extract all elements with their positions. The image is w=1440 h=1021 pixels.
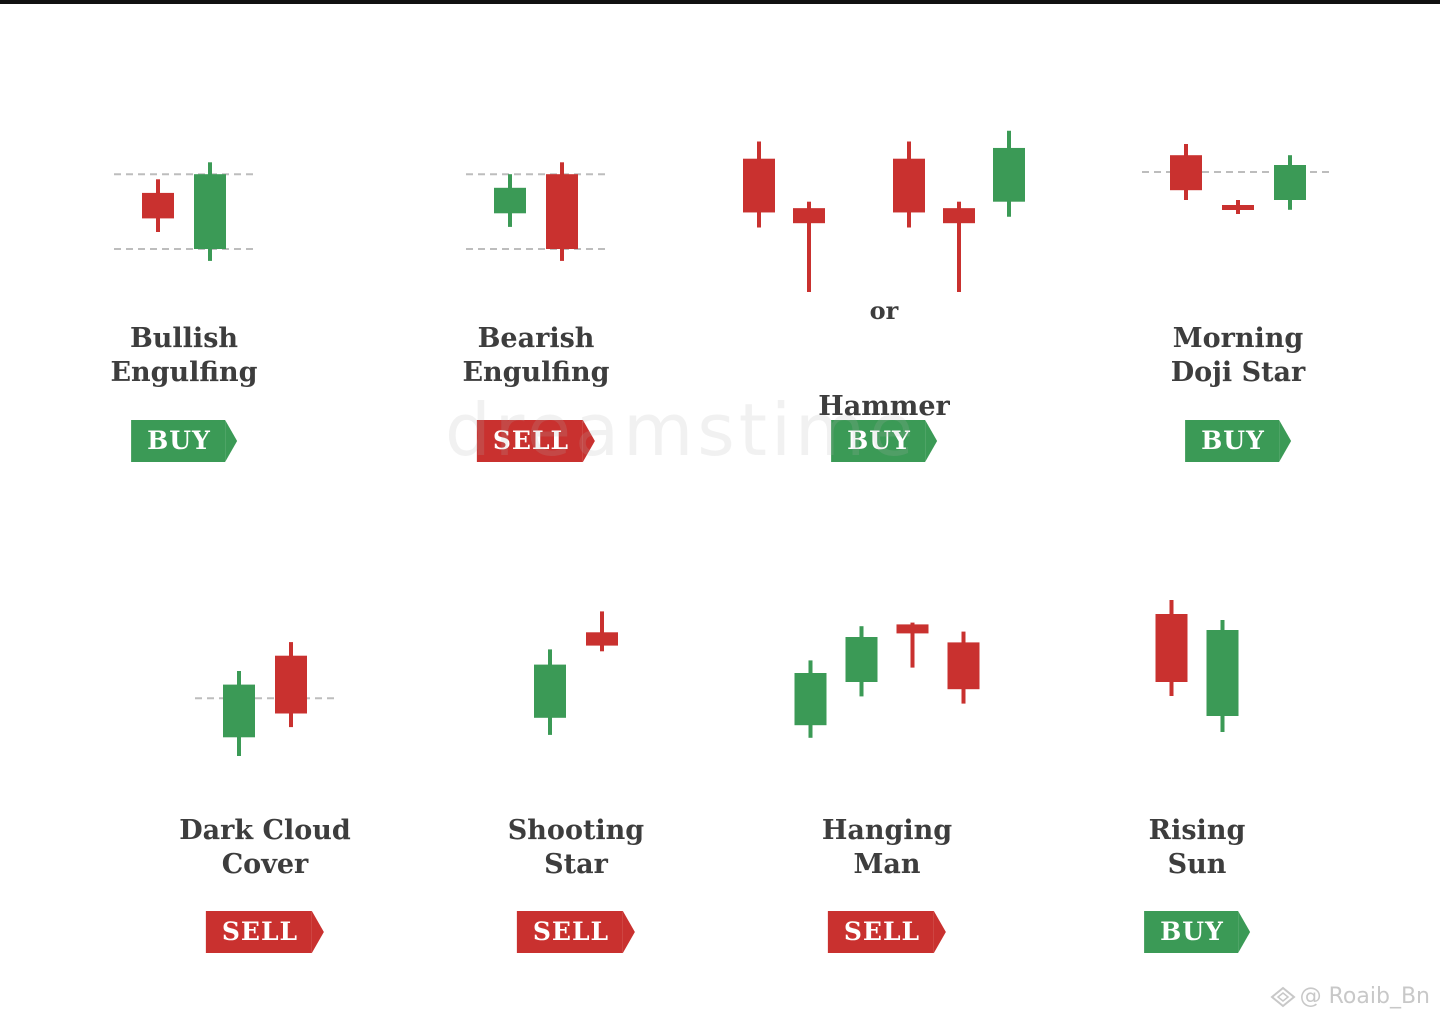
bearish-engulfing-signal-tag: SELL xyxy=(476,420,596,462)
hammer-candle-5-body xyxy=(943,208,975,224)
hammer-candle-5-wick xyxy=(957,201,961,292)
bearish-engulfing-title-line: Bearish xyxy=(477,323,595,354)
dark-cloud-cover-title: Dark Cloud Cover xyxy=(179,814,351,882)
bullish-engulfing-candle-2-body xyxy=(194,174,226,249)
morning-doji-star-title-line: Doji Star xyxy=(1170,357,1306,388)
tag-arrow-icon xyxy=(924,420,937,462)
dark-cloud-cover-title-line: Cover xyxy=(221,849,309,880)
hammer-title-line: Hammer xyxy=(818,391,950,422)
top-border xyxy=(0,0,1440,4)
bullish-engulfing-signal-text: BUY xyxy=(131,420,225,462)
hanging-man-signal-tag: SELL xyxy=(827,911,947,953)
rising-sun-title-line: Rising xyxy=(1148,815,1246,846)
dark-cloud-cover-signal-text: SELL xyxy=(205,911,313,953)
hammer-candle-2-wick xyxy=(807,201,811,292)
shooting-star-candle-2-wick xyxy=(600,611,604,652)
shooting-star-title: Shooting Star xyxy=(508,814,644,882)
tag-arrow-icon xyxy=(583,420,596,462)
morning-doji-star-signal-tag: BUY xyxy=(1185,420,1291,462)
hanging-man-title-line: Man xyxy=(853,849,921,880)
shooting-star-signal-text: SELL xyxy=(516,911,624,953)
hanging-man-candle-3-wick xyxy=(910,622,915,668)
hammer-signal-text: BUY xyxy=(831,420,925,462)
bullish-engulfing-title: Bullish Engulfing xyxy=(110,322,257,390)
shooting-star-candle-2-body xyxy=(586,632,618,646)
shooting-star-signal-tag: SELL xyxy=(516,911,636,953)
hanging-man-candle-1-body xyxy=(794,673,827,726)
hanging-man-candle-2-body xyxy=(845,637,878,682)
tag-arrow-icon xyxy=(1237,911,1250,953)
bearish-engulfing-title: Bearish Engulfing xyxy=(462,322,609,390)
morning-doji-star-candle-2-body xyxy=(1222,205,1254,210)
bearish-engulfing-signal-text: SELL xyxy=(476,420,584,462)
morning-doji-star-signal-text: BUY xyxy=(1185,420,1279,462)
hanging-man-title-line: Hanging xyxy=(821,815,953,846)
hanging-man-candle-4-body xyxy=(947,642,980,690)
credit-text: @ Roaib_Bn xyxy=(1299,984,1430,1009)
hanging-man-candle-3-body xyxy=(896,624,929,634)
hammer-title: Hammer xyxy=(818,390,950,424)
dark-cloud-cover-candle-1-body xyxy=(223,684,255,738)
bullish-engulfing-title-line: Bullish xyxy=(129,323,239,354)
diamond-logo-icon xyxy=(1270,986,1296,1007)
bullish-engulfing-candle-1-body xyxy=(142,192,174,219)
tag-arrow-icon xyxy=(224,420,237,462)
tag-arrow-icon xyxy=(1278,420,1291,462)
shooting-star-title-line: Star xyxy=(544,849,608,880)
tag-arrow-icon xyxy=(623,911,636,953)
bullish-engulfing-signal-tag: BUY xyxy=(131,420,237,462)
morning-doji-star-candle-3-body xyxy=(1274,165,1306,200)
rising-sun-candle-2-body xyxy=(1206,630,1239,716)
morning-doji-star-title-line: Morning xyxy=(1172,323,1304,354)
bearish-engulfing-title-line: Engulfing xyxy=(462,357,610,388)
hammer-candle-6-body xyxy=(993,147,1025,202)
hanging-man-title: Hanging Man xyxy=(822,814,952,882)
morning-doji-star-candle-1-body xyxy=(1170,155,1202,191)
credit: @ Roaib_Bn xyxy=(1270,984,1430,1009)
rising-sun-title: Rising Sun xyxy=(1149,814,1246,882)
hammer-candle-2-body xyxy=(793,208,825,224)
morning-doji-star-title: Morning Doji Star xyxy=(1171,322,1306,390)
dark-cloud-cover-candle-2-body xyxy=(275,655,307,714)
bearish-engulfing-candle-2-body xyxy=(546,174,578,249)
rising-sun-title-line: Sun xyxy=(1167,849,1227,880)
rising-sun-signal-text: BUY xyxy=(1144,911,1238,953)
dark-cloud-cover-signal-tag: SELL xyxy=(205,911,325,953)
hammer-signal-tag: BUY xyxy=(831,420,937,462)
tag-arrow-icon xyxy=(312,911,325,953)
hammer-or-text: or xyxy=(869,296,899,325)
rising-sun-signal-tag: BUY xyxy=(1144,911,1250,953)
bearish-engulfing-candle-1-body xyxy=(494,187,526,214)
shooting-star-title-line: Shooting xyxy=(507,815,645,846)
hanging-man-signal-text: SELL xyxy=(827,911,935,953)
dark-cloud-cover-title-line: Dark Cloud xyxy=(179,815,351,846)
watermark: dreamstime xyxy=(445,388,918,472)
tag-arrow-icon xyxy=(934,911,947,953)
hammer-candle-1-body xyxy=(743,158,775,213)
rising-sun-candle-1-body xyxy=(1155,614,1188,682)
hammer-candle-4-body xyxy=(893,158,925,213)
shooting-star-candle-1-body xyxy=(534,664,566,718)
bullish-engulfing-title-line: Engulfing xyxy=(110,357,258,388)
